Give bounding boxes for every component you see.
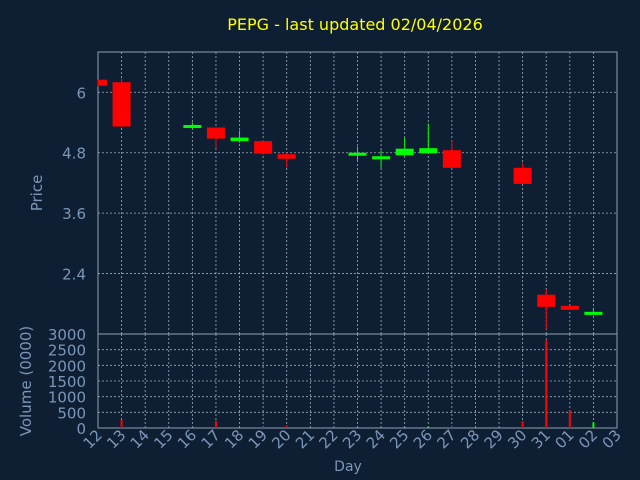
x-tick-label-27: 27 <box>433 426 459 452</box>
x-tick-label-29: 29 <box>481 426 507 452</box>
volume-grid <box>97 333 618 429</box>
volume-bar-30 <box>521 421 524 428</box>
volume-bar-25 <box>403 427 406 428</box>
candle-body-25 <box>395 148 414 156</box>
candle-body-13 <box>112 82 131 127</box>
volume-bar-19 <box>262 427 265 428</box>
x-tick-label-13: 13 <box>103 426 129 452</box>
volume-bar-13 <box>120 419 123 428</box>
x-tick-label-20: 20 <box>268 426 294 452</box>
price-y-ticks: 2.4 3.6 4.8 6 <box>62 84 86 283</box>
x-tick-label-21: 21 <box>292 426 318 452</box>
volume-y-tick-label: 1000 <box>48 389 86 407</box>
candle-body-30 <box>513 167 532 184</box>
volume-bar-20 <box>285 425 288 428</box>
x-tick-label-14: 14 <box>127 426 153 452</box>
x-tick-label-15: 15 <box>150 426 176 452</box>
candle-body-20 <box>277 154 296 159</box>
price-y-tick-label: 4.8 <box>62 145 86 163</box>
x-tick-label-26: 26 <box>410 426 436 452</box>
price-y-tick-label: 6 <box>76 84 86 102</box>
volume-bar-16 <box>191 427 194 428</box>
x-tick-label-16: 16 <box>174 426 200 452</box>
x-tick-label-01: 01 <box>551 426 577 452</box>
candle-body-17 <box>206 127 225 139</box>
volume-y-tick-label: 500 <box>57 404 86 422</box>
volume-bar-27 <box>450 427 453 428</box>
volume-bar-24 <box>380 427 383 428</box>
candle-body-01 <box>560 305 579 310</box>
x-tick-label-19: 19 <box>245 426 271 452</box>
candle-body-23 <box>348 152 367 156</box>
volume-bar-18 <box>238 427 241 428</box>
x-axis-label: Day <box>334 459 362 475</box>
volume-bar-23 <box>356 427 359 428</box>
volume-bars <box>97 340 595 428</box>
volume-bar-01 <box>568 410 571 428</box>
x-tick-label-31: 31 <box>528 426 554 452</box>
volume-bar-26 <box>427 426 430 428</box>
x-tick-label-28: 28 <box>457 426 483 452</box>
candle-body-31 <box>537 294 556 307</box>
x-tick-label-22: 22 <box>316 426 342 452</box>
price-y-tick-label: 3.6 <box>62 205 86 223</box>
candle-body-19 <box>254 141 273 154</box>
x-tick-label-18: 18 <box>221 426 247 452</box>
volume-y-tick-label: 3000 <box>48 326 86 344</box>
price-y-tick-label: 2.4 <box>62 266 86 284</box>
candle-body-12 <box>98 79 107 86</box>
x-tick-label-02: 02 <box>575 426 601 452</box>
x-tick-label-03: 03 <box>599 426 625 452</box>
volume-y-tick-label: 2000 <box>48 357 86 375</box>
candle-body-27 <box>442 150 461 168</box>
candle-body-02 <box>584 311 603 315</box>
volume-y-tick-label: 0 <box>76 420 86 438</box>
candle-body-24 <box>372 156 391 160</box>
x-tick-label-17: 17 <box>198 426 224 452</box>
volume-axis-label: Volume (0000) <box>17 326 35 436</box>
x-tick-label-30: 30 <box>504 426 530 452</box>
candle-body-16 <box>183 125 202 129</box>
day-x-ticks: 1213141516171819202122232425262728293031… <box>80 426 625 452</box>
chart-title: PEPG - last updated 02/04/2026 <box>227 15 483 34</box>
x-tick-label-24: 24 <box>363 426 389 452</box>
x-tick-label-25: 25 <box>386 426 412 452</box>
volume-bar-17 <box>214 420 217 428</box>
x-tick-label-23: 23 <box>339 426 365 452</box>
volume-y-tick-label: 2500 <box>48 342 86 360</box>
candle-body-26 <box>419 148 438 154</box>
candles <box>97 78 603 329</box>
volume-bar-31 <box>545 340 548 428</box>
price-axis-label: Price <box>28 175 46 212</box>
price-grid <box>97 52 618 334</box>
volume-bar-02 <box>592 422 595 428</box>
candle-body-18 <box>230 137 249 142</box>
volume-y-tick-label: 1500 <box>48 373 86 391</box>
